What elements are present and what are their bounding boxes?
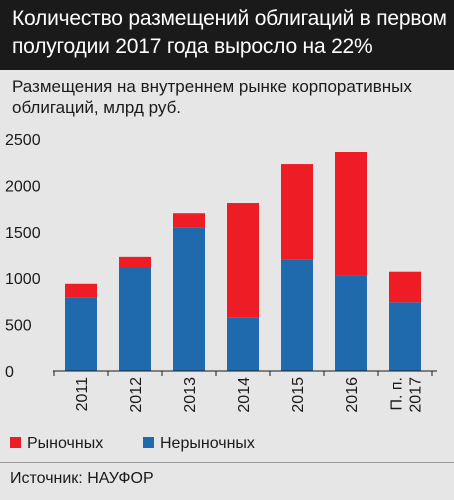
x-tick-label: 2012 [128, 377, 145, 413]
bar-nonmarket [65, 297, 97, 371]
chart-subtitle: Размещения на внутреннем рынке корпорати… [12, 76, 442, 118]
legend-swatch-market [10, 437, 21, 448]
bar-market [173, 213, 205, 228]
chart-subtitle-line-2: облигаций, млрд руб. [12, 98, 182, 117]
y-tick-label: 0 [5, 364, 14, 381]
bar-nonmarket [389, 302, 421, 371]
bar-nonmarket [227, 317, 259, 371]
y-tick-label: 1500 [5, 225, 41, 242]
x-tick-label: П. п. [389, 377, 406, 411]
y-tick-label: 500 [5, 318, 32, 335]
bar-market [335, 151, 367, 276]
bar-nonmarket [173, 227, 205, 371]
y-tick-label: 2000 [5, 178, 41, 195]
bar-market [389, 271, 421, 303]
bar-market [227, 203, 259, 318]
chart-title: Количество размещений облигаций в первом… [0, 0, 454, 70]
x-tick-label: 2017 [408, 377, 425, 413]
legend-label-nonmarket: Нерыночных [160, 435, 255, 452]
y-tick-label: 2500 [5, 132, 41, 149]
x-tick-label: 2015 [290, 377, 307, 413]
x-tick-label: 2014 [236, 377, 253, 413]
legend-swatch-nonmarket [143, 437, 154, 448]
bar-nonmarket [335, 275, 367, 371]
x-tick-label: 2016 [344, 377, 361, 413]
bar-nonmarket [281, 259, 313, 371]
chart-title-line-1: Количество размещений облигаций в первом [12, 7, 447, 30]
bar-market [119, 256, 151, 268]
y-tick-label: 1000 [5, 271, 41, 288]
bar-chart: 0 500 1000 1500 2000 2500 2011 2012 2013 2014 2015… [5, 132, 437, 452]
source-note: Источник: НАУФОР [0, 462, 454, 500]
bar-market [65, 283, 97, 298]
bar-market [281, 164, 313, 260]
chart-title-line-2: полугодии 2017 года выросло на 22% [12, 35, 373, 58]
chart-subtitle-line-1: Размещения на внутреннем рынке корпорати… [12, 77, 412, 96]
x-tick-label: 2013 [182, 377, 199, 413]
legend-label-market: Рыночных [27, 435, 103, 452]
x-tick-label: 2011 [74, 377, 91, 412]
bar-nonmarket [119, 267, 151, 371]
